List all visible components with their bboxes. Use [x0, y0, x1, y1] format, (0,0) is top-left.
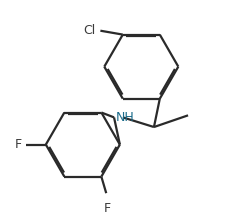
- Text: NH: NH: [115, 111, 134, 124]
- Text: F: F: [103, 202, 110, 215]
- Text: F: F: [14, 138, 21, 151]
- Text: Cl: Cl: [83, 24, 95, 37]
